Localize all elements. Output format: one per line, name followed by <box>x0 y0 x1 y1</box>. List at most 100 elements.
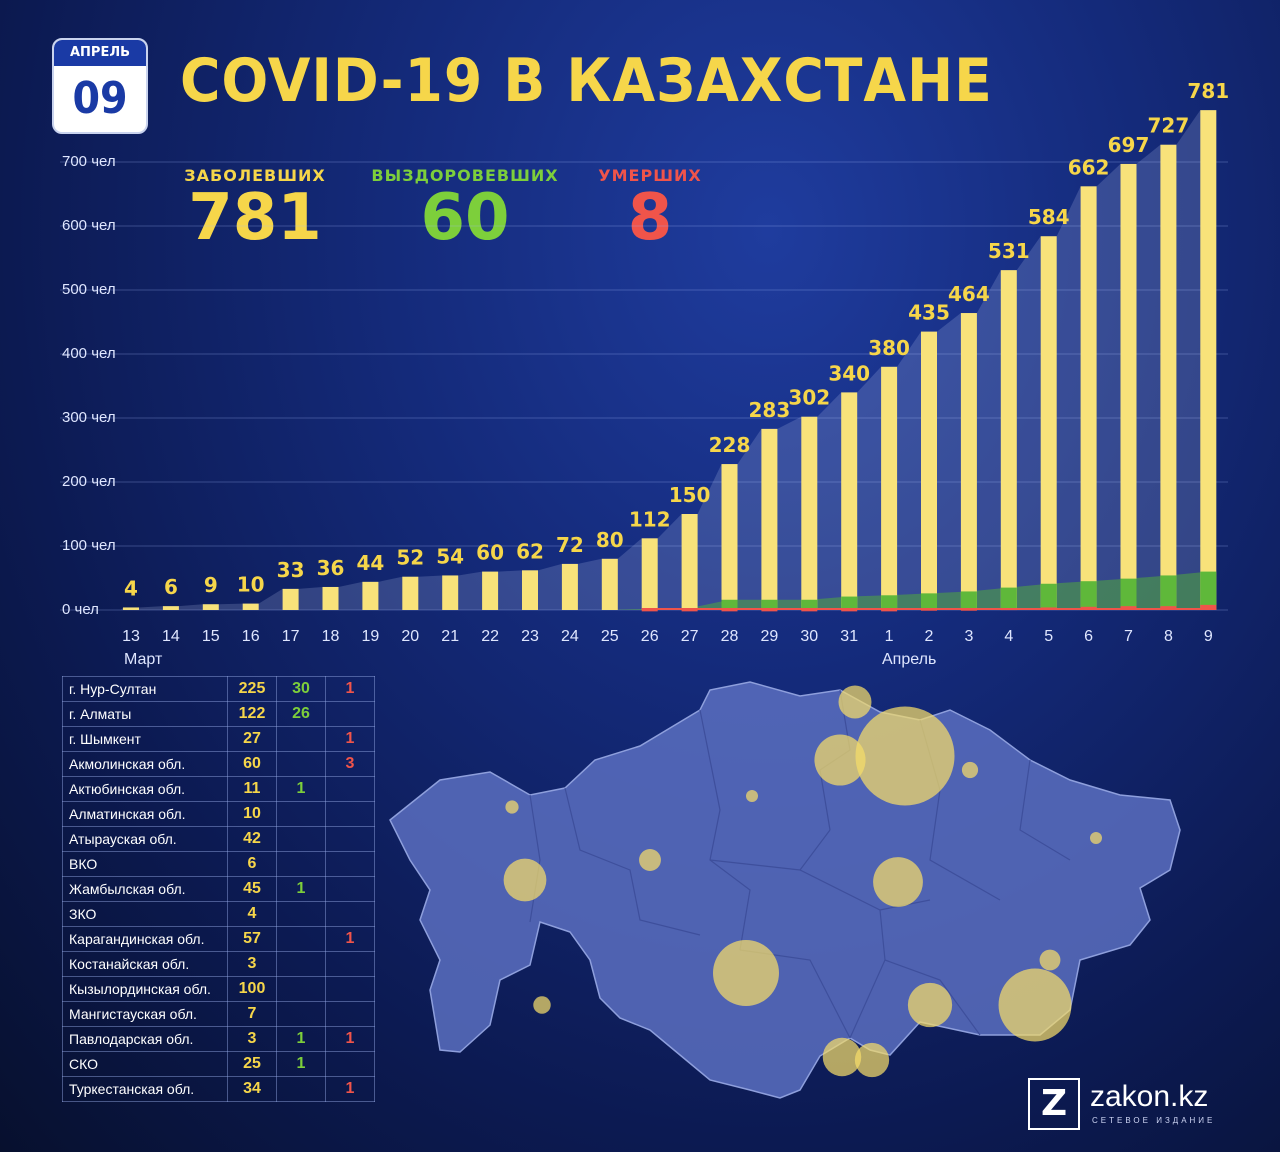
death-bar <box>721 609 738 612</box>
region-recovered <box>276 926 326 952</box>
region-name: г. Шымкент <box>62 726 228 752</box>
x-tick-label: 6 <box>1084 628 1093 645</box>
kazakhstan-shape <box>389 681 1181 1099</box>
death-bar <box>801 609 818 612</box>
region-cases: 3 <box>227 951 277 977</box>
cases-chart: 0 чел 100 чел 200 чел 300 чел 400 чел 500 чел… <box>60 79 1229 645</box>
bar-value-label: 697 <box>1108 133 1150 157</box>
region-cases: 7 <box>227 1001 277 1027</box>
x-tick-label: 22 <box>481 628 499 645</box>
recovered-bar <box>801 599 818 610</box>
case-bar <box>282 588 299 610</box>
y-tick-label: 600 чел <box>62 217 116 234</box>
region-name: СКО <box>62 1051 228 1077</box>
x-tick-label: 13 <box>122 628 140 645</box>
region-recovered <box>276 751 326 777</box>
case-bar <box>921 331 937 610</box>
region-name: Акмолинская обл. <box>62 751 228 777</box>
region-name: г. Нур-Султан <box>62 676 228 702</box>
case-bar <box>123 607 139 610</box>
x-tick-label: 3 <box>964 628 973 645</box>
case-bar <box>442 575 459 610</box>
bar-value-label: 52 <box>396 546 424 570</box>
region-recovered: 1 <box>276 1026 326 1052</box>
region-recovered <box>276 726 326 752</box>
bar-value-label: 150 <box>669 483 711 507</box>
bar-value-label: 781 <box>1187 79 1229 103</box>
case-bar <box>721 464 738 610</box>
region-name: Жамбылская обл. <box>62 876 228 902</box>
region-cases: 60 <box>227 751 277 777</box>
death-bar <box>681 609 698 612</box>
region-name: ЗКО <box>62 901 228 927</box>
bar-value-label: 72 <box>556 533 584 557</box>
region-cases: 25 <box>227 1051 277 1077</box>
region-recovered <box>276 1001 326 1027</box>
region-bubble <box>814 734 866 786</box>
recovered-bar <box>1040 583 1057 610</box>
table-row: ЗКО 4 <box>62 901 375 927</box>
table-row: Кызылординская обл. 100 <box>62 976 375 1002</box>
recovered-bar <box>761 599 778 610</box>
bar-value-label: 283 <box>749 398 791 422</box>
recovered-bar <box>921 593 937 610</box>
x-tick-label: 20 <box>401 628 419 645</box>
x-tick-label: 27 <box>681 628 699 645</box>
date-day: 09 <box>72 73 128 124</box>
bar-value-label: 44 <box>356 551 384 575</box>
region-name: Костанайская обл. <box>62 951 228 977</box>
region-bubble <box>998 968 1072 1042</box>
bar-value-label: 9 <box>204 573 218 597</box>
case-bar <box>1200 110 1217 610</box>
x-tick-label: 16 <box>242 628 260 645</box>
table-row: Алматинская обл. 10 <box>62 801 375 827</box>
region-bubble <box>961 761 979 779</box>
case-bar <box>482 571 499 610</box>
bar-value-label: 340 <box>828 361 870 385</box>
region-recovered <box>276 826 326 852</box>
region-recovered <box>276 951 326 977</box>
case-bar <box>202 604 219 610</box>
regions-table: г. Нур-Султан 225 30 1 г. Алматы 122 26 г. Шымк… <box>62 676 375 1102</box>
bar-value-label: 302 <box>788 386 830 410</box>
death-line <box>641 608 1217 610</box>
region-deaths: 1 <box>325 1076 375 1102</box>
recovered-bar <box>721 599 738 610</box>
table-row: Туркестанская обл. 34 1 <box>62 1076 375 1102</box>
table-row: Мангистауская обл. 7 <box>62 1001 375 1027</box>
region-bubble <box>873 857 923 907</box>
x-tick-label: 19 <box>362 628 380 645</box>
region-cases: 45 <box>227 876 277 902</box>
cases-area <box>121 110 1217 610</box>
stat-recovered-value: 60 <box>420 181 510 255</box>
stat-cases: ЗАБОЛЕВШИХ 781 <box>180 166 330 251</box>
zakon-logo: Z zakon.kz СЕТЕВОЕ ИЗДАНИЕ <box>1026 1076 1226 1132</box>
region-recovered: 26 <box>276 701 326 727</box>
y-tick-label: 500 чел <box>62 281 116 298</box>
recovered-bar <box>1080 581 1097 610</box>
region-recovered <box>276 1076 326 1102</box>
x-tick-label: 17 <box>282 628 300 645</box>
bar-value-label: 112 <box>629 507 671 531</box>
region-recovered <box>276 801 326 827</box>
region-bubble <box>639 849 661 871</box>
x-tick-label: 15 <box>202 628 220 645</box>
table-row: Жамбылская обл. 45 1 <box>62 876 375 902</box>
x-tick-label: 7 <box>1124 628 1133 645</box>
x-tick-label: 14 <box>162 628 180 645</box>
region-bubble <box>854 1042 890 1078</box>
region-name: Актюбинская обл. <box>62 776 228 802</box>
case-bar <box>1120 163 1137 611</box>
case-bar <box>242 603 259 610</box>
region-cases: 57 <box>227 926 277 952</box>
region-deaths <box>325 901 375 927</box>
table-row: ВКО 6 <box>62 851 375 877</box>
region-cases: 42 <box>227 826 277 852</box>
x-tick-label: 31 <box>840 628 858 645</box>
case-bar <box>561 563 578 610</box>
region-bubble <box>822 1037 862 1077</box>
case-bar <box>1080 186 1097 610</box>
case-bar <box>841 392 858 610</box>
region-cases: 225 <box>227 676 277 702</box>
region-name: Атырауская обл. <box>62 826 228 852</box>
